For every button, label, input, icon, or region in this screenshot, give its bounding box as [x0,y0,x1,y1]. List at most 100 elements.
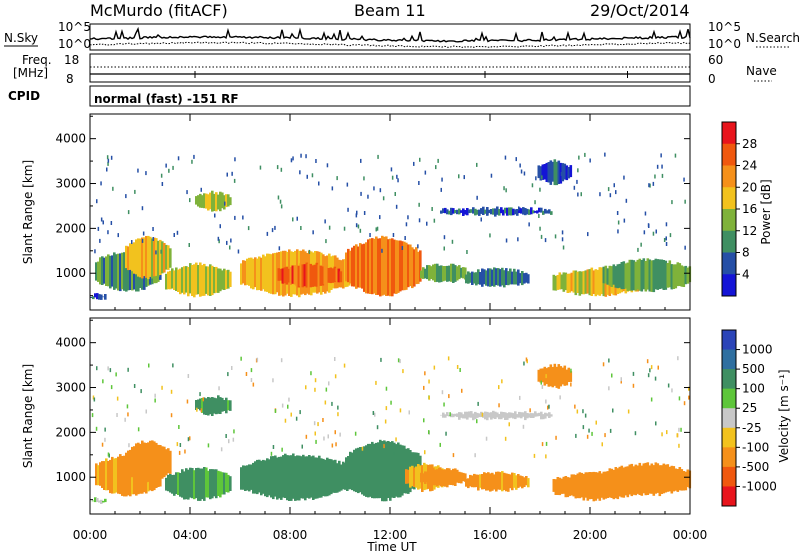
heatmap-cell [600,267,604,295]
heatmap-cell [157,444,160,480]
heatmap-cell [460,472,463,484]
heatmap-cell [276,457,279,500]
heatmap-cell [476,412,479,418]
heatmap-cell [570,272,574,292]
heatmap-cell [530,207,533,215]
heatmap-cell [117,456,120,494]
heatmap-cell [385,441,388,502]
heatmap-cell [474,411,477,420]
scatter-cell [363,176,365,181]
scatter-cell [225,434,227,438]
heatmap-cell [351,452,354,491]
heatmap-cell [254,461,257,494]
heatmap-cell [145,443,148,483]
heatmap-cell [497,268,500,286]
heatmap-cell [542,414,545,420]
heatmap-cell [100,294,103,300]
heatmap-cell [434,469,437,486]
heatmap-cell [547,162,551,183]
beam-title: Beam 11 [354,1,426,20]
scatter-cell [361,446,364,451]
heatmap-cell [250,257,253,289]
heatmap-cell [584,270,588,294]
scatter-cell [533,453,536,458]
heatmap-cell [411,247,414,289]
heatmap-cell [494,208,497,217]
heatmap-cell [242,465,245,490]
heatmap-cell [560,274,564,290]
heatmap-cell [338,460,341,492]
heatmap-cell [179,473,182,497]
scatter-cell [177,156,180,161]
scatter-cell [676,433,678,438]
heatmap-cell [569,371,573,382]
scatter-cell [401,246,404,250]
heatmap-cell [565,369,569,386]
scatter-cell [518,206,520,211]
heatmap-cell [254,257,257,288]
heatmap-cell [115,254,118,289]
heatmap-cell [546,210,549,214]
scatter-cell [576,179,578,184]
scatter-cell [640,242,642,247]
heatmap-cell [419,250,422,282]
heatmap-cell [287,268,291,283]
scatter-cell [555,435,557,440]
heatmap-cell [367,239,370,294]
heatmap-cell [556,275,560,290]
scatter-cell [96,199,98,204]
heatmap-cell [489,268,492,287]
heatmap-cell [553,363,557,386]
heatmap-cell [562,272,566,292]
scatter-cell [218,239,220,244]
heatmap-cell [127,252,130,291]
heatmap-cell [217,194,220,210]
heatmap-cell [415,466,418,488]
heatmap-cell [454,468,457,486]
heatmap-cell [436,263,439,282]
scatter-cell [595,420,597,425]
heatmap-cell [286,455,289,501]
scatter-cell [591,431,593,436]
scatter-cell [142,231,145,236]
heatmap-cell [169,450,172,474]
heatmap-cell [337,268,341,283]
heatmap-cell [266,253,269,292]
scatter-cell [525,357,528,362]
noise-left-tick-high: 10^5 [58,20,91,34]
scatter-cell [100,181,102,186]
scatter-cell [308,249,311,254]
scatter-cell [266,231,269,236]
power-cbar-swatch [722,209,736,232]
heatmap-cell [213,469,216,497]
heatmap-cell [442,266,445,282]
scatter-cell [577,168,579,173]
heatmap-cell [600,473,604,498]
heatmap-cell [558,477,562,496]
heatmap-cell [209,469,212,500]
heatmap-cell [472,207,475,214]
scatter-cell [481,412,484,417]
scatter-cell [448,394,450,399]
heatmap-cell [131,446,134,478]
heatmap-cell [359,447,362,493]
scatter-cell [276,165,279,170]
heatmap-cell [638,462,642,495]
heatmap-cell [282,455,285,498]
heatmap-cell [426,265,429,280]
heatmap-cell [483,269,486,285]
scatter-cell [328,225,331,230]
heatmap-cell [284,453,287,498]
heatmap-cell [510,412,513,418]
velocity-ytick-label: 3000 [55,381,86,395]
scatter-cell [363,211,366,215]
heatmap-cell [279,268,283,281]
scatter-cell [95,426,98,431]
scatter-cell [232,437,235,442]
heatmap-cell [141,237,144,279]
scatter-cell [613,183,615,188]
heatmap-cell [485,270,488,286]
heatmap-cell [153,237,156,277]
heatmap-cell [177,472,180,495]
heatmap-cell [473,272,476,284]
